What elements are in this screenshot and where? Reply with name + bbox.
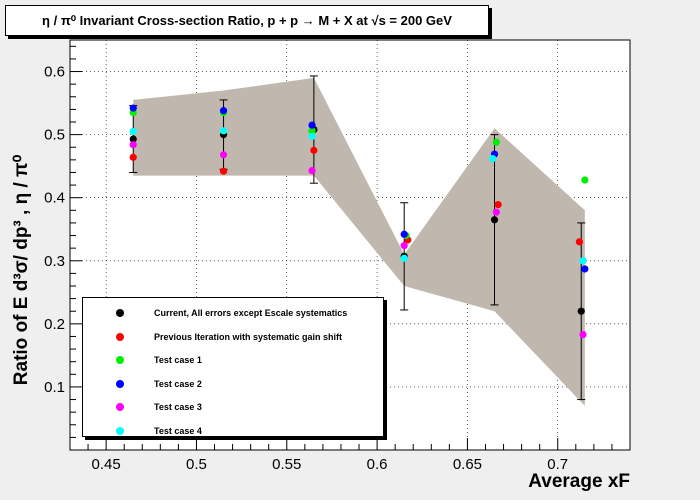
chart-title: η / π⁰ Invariant Cross-section Ratio, p … bbox=[42, 12, 452, 28]
data-point bbox=[400, 230, 408, 238]
legend-marker bbox=[116, 379, 124, 388]
data-point bbox=[308, 121, 316, 129]
data-point bbox=[310, 146, 318, 154]
x-tick-label: 0.5 bbox=[186, 456, 207, 473]
x-axis-label: Average xF bbox=[528, 471, 630, 492]
legend-entry: Test case 4 bbox=[83, 421, 202, 441]
data-point bbox=[129, 153, 137, 161]
legend-marker bbox=[116, 403, 124, 411]
data-point bbox=[129, 104, 137, 112]
legend-marker bbox=[116, 309, 124, 317]
y-tick-label: 0.3 bbox=[44, 253, 65, 270]
legend-label: Previous Iteration with systematic gain … bbox=[154, 331, 343, 342]
chart-title-box: η / π⁰ Invariant Cross-section Ratio, p … bbox=[5, 5, 489, 36]
x-tick-label: 0.6 bbox=[367, 456, 388, 473]
data-point bbox=[492, 208, 500, 216]
legend-label: Test case 3 bbox=[154, 402, 202, 412]
legend-label: Test case 4 bbox=[154, 425, 202, 436]
x-tick-label: 0.65 bbox=[453, 456, 482, 473]
y-tick-label: 0.6 bbox=[44, 64, 65, 81]
legend-label: Test case 1 bbox=[154, 355, 202, 365]
legend-entry: Previous Iteration with systematic gain … bbox=[83, 327, 342, 347]
data-point bbox=[579, 257, 587, 265]
legend-label: Test case 2 bbox=[154, 378, 202, 389]
legend-entry: Current, All errors except Escale system… bbox=[83, 303, 347, 323]
y-tick-label: 0.1 bbox=[44, 379, 65, 396]
data-point bbox=[494, 201, 502, 209]
data-point bbox=[581, 176, 589, 184]
legend-marker bbox=[116, 426, 124, 435]
data-point bbox=[489, 154, 497, 163]
y-tick-label: 0.2 bbox=[44, 316, 65, 333]
data-point bbox=[129, 135, 137, 143]
data-point bbox=[581, 265, 589, 273]
legend-marker bbox=[116, 332, 124, 341]
data-point bbox=[400, 242, 408, 250]
data-point bbox=[575, 238, 584, 246]
legend-entry: Test case 1 bbox=[83, 350, 202, 370]
data-point bbox=[219, 107, 228, 115]
legend: Current, All errors except Escale system… bbox=[82, 297, 384, 437]
data-point bbox=[129, 127, 137, 136]
data-point bbox=[492, 138, 500, 146]
data-point bbox=[308, 166, 316, 175]
legend-entry: Test case 3 bbox=[83, 397, 202, 417]
x-tick-label: 0.45 bbox=[92, 456, 121, 473]
y-axis-label: Ratio of E d³σ/ dp³ , η / π⁰ bbox=[11, 154, 32, 386]
legend-entry: Test case 2 bbox=[83, 374, 202, 394]
y-tick-label: 0.5 bbox=[44, 127, 65, 144]
x-tick-label: 0.7 bbox=[547, 456, 568, 473]
plot-frame bbox=[69, 39, 631, 451]
legend-label: Current, All errors except Escale system… bbox=[154, 308, 348, 318]
y-tick-label: 0.4 bbox=[44, 190, 65, 207]
systematic-band bbox=[133, 77, 585, 406]
data-point bbox=[219, 151, 228, 159]
data-point bbox=[579, 330, 587, 339]
data-point bbox=[400, 254, 408, 262]
legend-marker bbox=[116, 356, 124, 364]
x-tick-label: 0.55 bbox=[272, 456, 301, 473]
data-point bbox=[577, 307, 585, 315]
data-point bbox=[219, 167, 228, 175]
data-point bbox=[490, 216, 499, 224]
data-point bbox=[219, 127, 228, 135]
data-point bbox=[308, 127, 316, 135]
data-point bbox=[308, 132, 316, 141]
data-point bbox=[129, 141, 137, 149]
